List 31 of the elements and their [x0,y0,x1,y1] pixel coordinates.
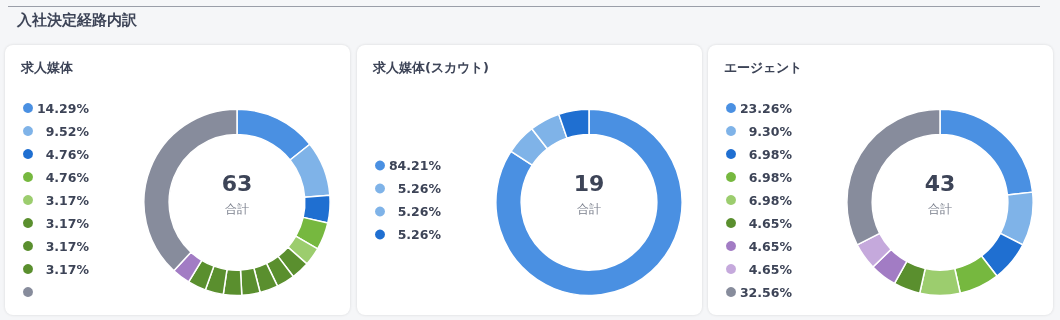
text: 合計 [576,201,602,218]
chart-title: エージェント [724,59,802,77]
legend-label: 5.26% [397,227,442,242]
legend-label: 9.52% [45,123,90,139]
legend-label: 4.76% [45,169,90,185]
legend-label: 4.65% [748,215,793,231]
legend-label: 3.17% [45,215,90,231]
legend-label: 6.98% [748,146,793,162]
legend-label: 84.21% [388,158,442,173]
legend-label: 5.26% [397,181,442,196]
chart-title: 求人媒体 [21,59,73,77]
legend-label: 3.17% [45,192,90,208]
text: 19 [572,171,606,196]
chart-title: 求人媒体(スカウト) [373,59,489,77]
legend-label: 9.30% [748,123,793,139]
legend-label: 14.29% [36,100,90,116]
legend-label: 4.76% [45,146,90,162]
legend-label: 3.17% [45,261,90,277]
legend-label: 4.65% [748,261,793,277]
text: 63 [220,171,254,196]
text: 43 [923,171,957,196]
legend-label: 3.17% [45,238,90,254]
legend-label: 6.98% [748,169,793,185]
legend-label: 23.26% [739,100,793,116]
text: 入社決定経路内訳 [17,11,137,30]
legend-label: 4.65% [748,238,793,254]
text: 合計 [224,201,250,218]
text: 合計 [927,201,953,218]
legend-label: 32.56% [739,284,793,300]
legend-label: 6.98% [748,192,793,208]
legend-label: 5.26% [397,204,442,219]
